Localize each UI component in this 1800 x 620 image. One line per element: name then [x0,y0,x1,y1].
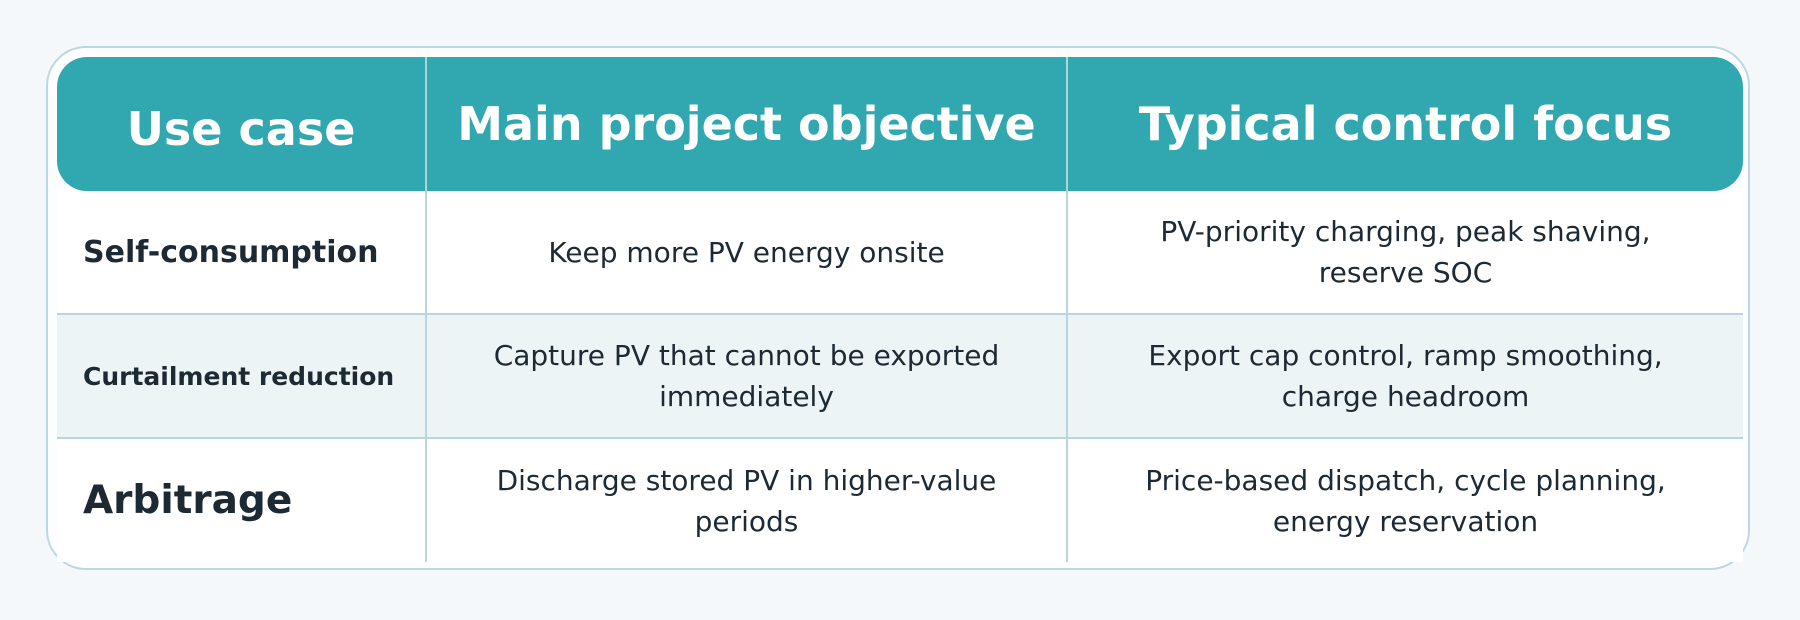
header-cell: Use case [57,57,427,191]
cell: Export cap control, ramp smoothing, char… [1068,315,1743,439]
cell: Price-based dispatch, cycle planning, en… [1068,439,1743,562]
cell: Capture PV that cannot be exported immed… [427,315,1068,439]
row-label: Self-consumption [57,191,427,315]
cell: Discharge stored PV in higher-value peri… [427,439,1068,562]
header-cell: Main project objective [427,57,1068,191]
cell: PV-priority charging, peak shaving, rese… [1068,191,1743,315]
row-label: Curtailment reduction [57,315,427,439]
row-label: Arbitrage [57,439,427,562]
cell: Keep more PV energy onsite [427,191,1068,315]
header-cell: Typical control focus [1068,57,1743,191]
table: Use case Main project objective Typical … [57,57,1743,562]
